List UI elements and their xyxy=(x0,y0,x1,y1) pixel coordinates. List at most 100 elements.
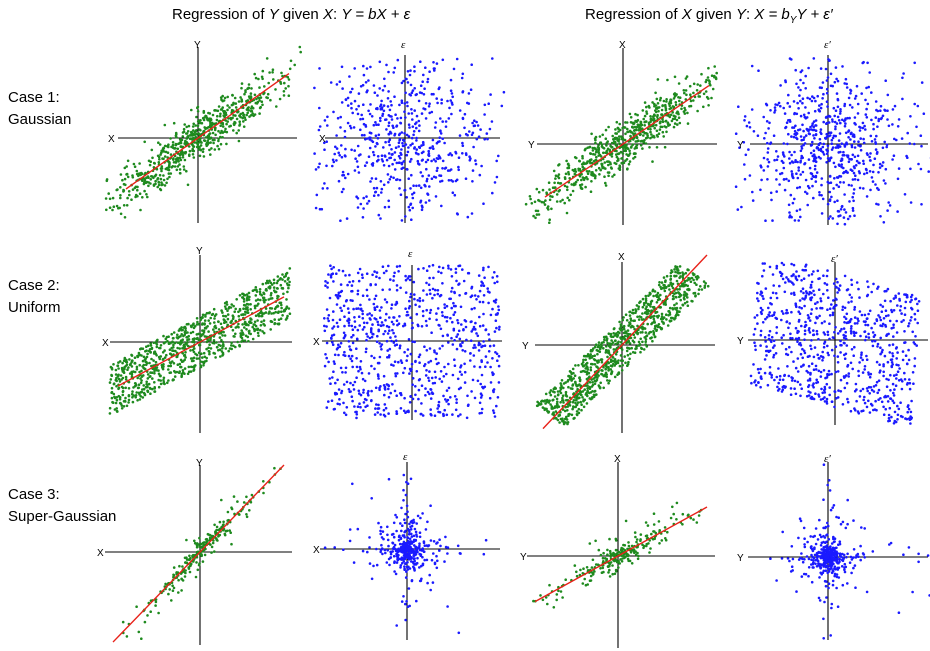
data-point xyxy=(574,364,577,367)
data-point xyxy=(158,187,162,191)
residual-point xyxy=(413,70,416,73)
residual-point xyxy=(496,280,499,284)
residual-point xyxy=(363,379,367,383)
residual-point xyxy=(359,367,362,371)
data-point xyxy=(144,363,148,367)
data-point xyxy=(125,165,128,168)
data-point xyxy=(152,176,155,180)
residual-point xyxy=(449,268,453,271)
data-point xyxy=(213,352,217,355)
residual-point xyxy=(409,395,412,398)
data-point xyxy=(585,361,589,365)
residual-point xyxy=(446,333,449,337)
residual-point xyxy=(766,147,770,150)
data-point xyxy=(234,345,237,349)
data-point xyxy=(581,390,585,393)
residual-point xyxy=(419,201,422,204)
residual-point xyxy=(343,411,346,415)
residual-point xyxy=(839,159,843,163)
residual-point xyxy=(756,134,760,137)
residual-point xyxy=(413,65,416,68)
data-point xyxy=(111,208,114,212)
data-point xyxy=(577,364,580,367)
data-point xyxy=(211,131,215,135)
data-point xyxy=(655,129,659,133)
data-point xyxy=(211,138,215,142)
residual-point xyxy=(881,146,885,150)
data-point xyxy=(254,324,258,328)
data-point xyxy=(534,209,538,213)
residual-point xyxy=(374,386,378,390)
residual-point xyxy=(410,91,414,94)
residual-point xyxy=(435,318,438,322)
residual-point xyxy=(859,144,862,148)
residual-point xyxy=(371,162,375,165)
residual-point xyxy=(800,147,804,150)
residual-point xyxy=(491,191,494,195)
data-point xyxy=(552,169,556,173)
residual-point xyxy=(788,157,791,160)
residual-point xyxy=(818,86,822,89)
residual-point xyxy=(443,303,446,306)
data-point xyxy=(224,127,227,131)
data-point xyxy=(604,128,608,132)
residual-point xyxy=(463,362,466,366)
residual-point xyxy=(387,164,391,168)
data-point xyxy=(142,384,145,387)
residual-point xyxy=(313,152,316,155)
residual-point xyxy=(858,186,862,190)
residual-point xyxy=(438,265,441,269)
data-point xyxy=(181,135,185,138)
residual-point xyxy=(409,83,413,87)
residual-point xyxy=(399,121,403,125)
residual-point xyxy=(810,177,813,181)
residual-point xyxy=(759,188,762,192)
residual-point xyxy=(362,409,365,412)
residual-point xyxy=(833,80,837,84)
residual-point xyxy=(379,119,382,123)
data-point xyxy=(205,116,209,120)
residual-point xyxy=(412,133,415,137)
residual-point xyxy=(778,183,781,186)
residual-point xyxy=(431,138,435,142)
data-point xyxy=(157,161,161,164)
data-point xyxy=(267,312,271,315)
data-point xyxy=(115,384,118,388)
data-point xyxy=(576,178,579,182)
residual-point xyxy=(375,403,378,406)
data-point xyxy=(143,189,146,193)
data-point xyxy=(575,383,578,387)
residual-point xyxy=(416,159,420,163)
residual-point xyxy=(330,399,334,403)
residual-point xyxy=(314,206,318,210)
data-point xyxy=(287,84,290,88)
residual-point xyxy=(419,60,422,63)
residual-point xyxy=(406,313,410,317)
residual-point xyxy=(807,158,811,161)
data-point xyxy=(651,315,655,318)
data-point xyxy=(281,273,284,276)
data-point xyxy=(179,145,183,148)
residual-point xyxy=(321,187,325,190)
data-point xyxy=(619,340,623,344)
residual-point xyxy=(451,373,455,377)
residual-point xyxy=(383,154,387,157)
residual-point xyxy=(826,157,830,160)
data-point xyxy=(276,311,280,314)
data-point xyxy=(163,144,167,148)
residual-point xyxy=(417,99,421,103)
residual-point xyxy=(497,305,500,308)
data-point xyxy=(162,378,165,382)
data-point xyxy=(172,343,175,347)
residual-point xyxy=(383,205,387,209)
residual-point xyxy=(410,112,414,115)
data-point xyxy=(160,150,164,153)
data-point xyxy=(574,380,577,384)
residual-point xyxy=(814,119,818,122)
residual-point xyxy=(868,155,871,159)
residual-point xyxy=(901,76,904,80)
data-point xyxy=(664,125,668,129)
residual-point xyxy=(403,189,406,192)
residual-point xyxy=(385,300,389,304)
data-point xyxy=(262,319,266,322)
